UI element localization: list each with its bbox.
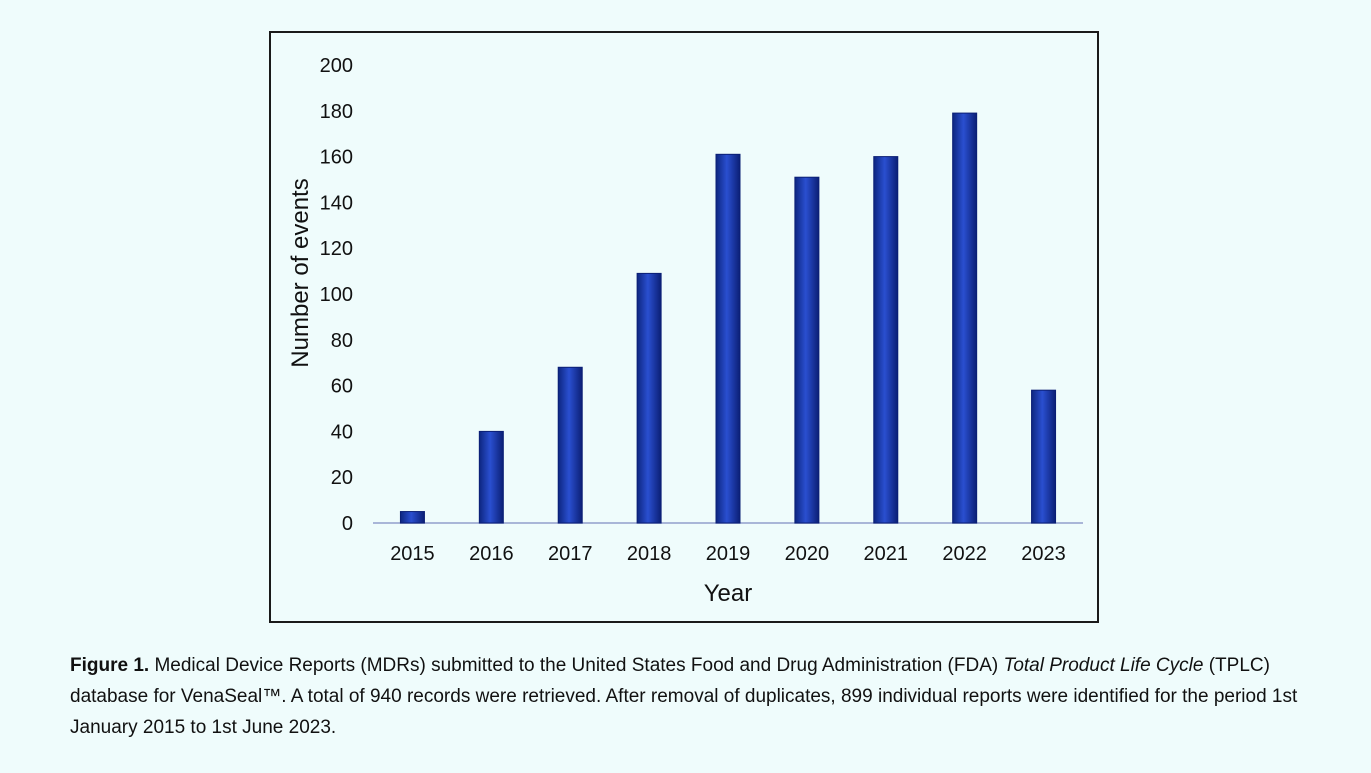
x-axis-ticks: 2015 2016 2017 2018 2019 2020 2021 2022 2023 [390, 543, 1066, 565]
bar-2018 [636, 272, 662, 524]
figure-label: Figure 1. [70, 655, 150, 676]
bar-2022 [952, 112, 978, 524]
x-tick-label: 2023 [1021, 543, 1066, 565]
bar-2020 [794, 176, 820, 524]
x-axis-title: Year [704, 580, 753, 607]
y-tick-label: 200 [320, 55, 353, 77]
x-tick-label: 2018 [627, 543, 672, 565]
x-tick-label: 2020 [785, 543, 830, 565]
caption-italic: Total Product Life Cycle [1003, 655, 1204, 676]
caption-text-2: (TPLC) database for VenaSeal™. A total o… [70, 655, 1298, 738]
bar-2017 [557, 366, 583, 524]
x-tick-label: 2021 [864, 543, 909, 565]
y-tick-label: 100 [320, 284, 353, 306]
y-tick-label: 0 [342, 513, 353, 535]
x-tick-label: 2016 [469, 543, 514, 565]
bar-2023 [1031, 389, 1057, 524]
y-axis-title: Number of events [287, 178, 314, 367]
bars [399, 112, 1057, 524]
y-tick-label: 180 [320, 101, 353, 123]
bar-2015 [399, 511, 425, 524]
y-tick-label: 60 [331, 376, 353, 398]
y-tick-label: 80 [331, 330, 353, 352]
x-tick-label: 2015 [390, 543, 435, 565]
y-tick-label: 20 [331, 467, 353, 489]
chart-frame: 0 20 40 60 80 100 120 140 160 180 200 2015 2016 2017… [269, 31, 1099, 623]
y-tick-label: 160 [320, 147, 353, 169]
figure-caption: Figure 1. Medical Device Reports (MDRs) … [70, 650, 1310, 743]
x-tick-label: 2022 [942, 543, 987, 565]
bar-2016 [478, 430, 504, 524]
y-tick-label: 40 [331, 421, 353, 443]
bar-chart: 0 20 40 60 80 100 120 140 160 180 200 2015 2016 2017… [287, 55, 1083, 607]
x-tick-label: 2017 [548, 543, 593, 565]
y-axis-ticks: 0 20 40 60 80 100 120 140 160 180 200 [320, 55, 353, 535]
bar-2019 [715, 153, 741, 524]
x-tick-label: 2019 [706, 543, 751, 565]
y-tick-label: 120 [320, 238, 353, 260]
bar-2021 [873, 156, 899, 524]
caption-text-1: Medical Device Reports (MDRs) submitted … [154, 655, 999, 676]
y-tick-label: 140 [320, 192, 353, 214]
